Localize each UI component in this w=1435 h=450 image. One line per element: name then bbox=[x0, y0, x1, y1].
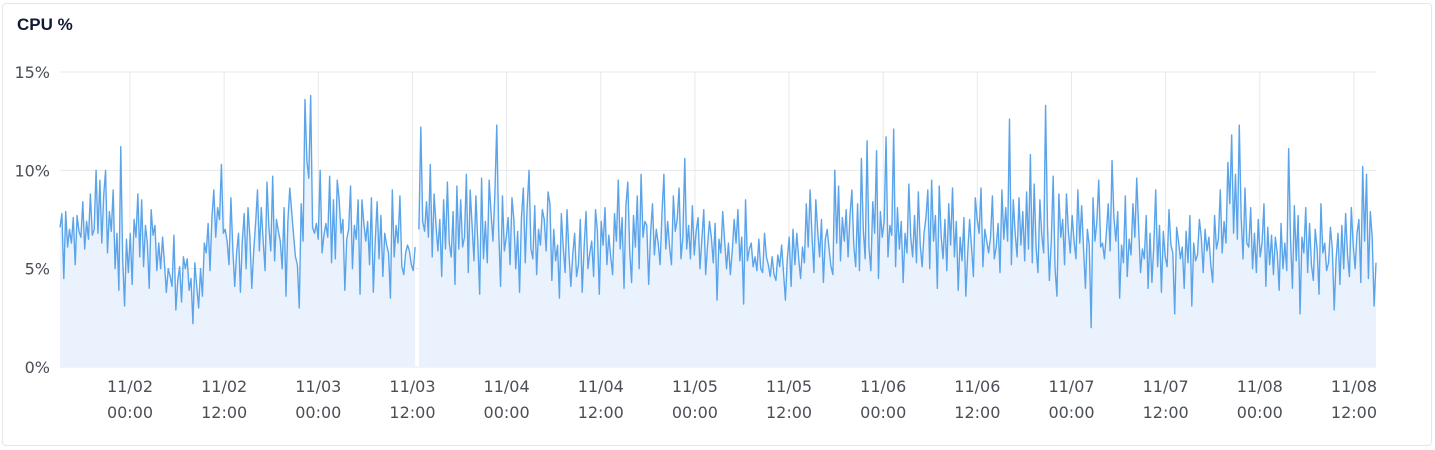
x-tick-time: 12:00 bbox=[954, 403, 1000, 422]
x-tick-date: 11/05 bbox=[766, 377, 812, 396]
x-tick-date: 11/05 bbox=[672, 377, 718, 396]
x-tick-date: 11/02 bbox=[201, 377, 247, 396]
x-tick-time: 12:00 bbox=[766, 403, 812, 422]
x-tick-date: 11/08 bbox=[1237, 377, 1283, 396]
x-tick-time: 00:00 bbox=[1237, 403, 1283, 422]
x-tick-date: 11/06 bbox=[954, 377, 1000, 396]
x-tick-date: 11/03 bbox=[295, 377, 341, 396]
x-tick-time: 00:00 bbox=[860, 403, 906, 422]
x-tick-date: 11/04 bbox=[484, 377, 530, 396]
x-tick-time: 00:00 bbox=[484, 403, 530, 422]
x-tick-time: 00:00 bbox=[295, 403, 341, 422]
x-tick-time: 12:00 bbox=[389, 403, 435, 422]
x-tick-date: 11/03 bbox=[389, 377, 435, 396]
chart-panel bbox=[2, 3, 1432, 446]
line-layer bbox=[59, 94, 1377, 329]
y-axis: 0% 5% 10% 15% bbox=[14, 63, 50, 377]
x-tick-date: 11/02 bbox=[107, 377, 153, 396]
x-tick-time: 12:00 bbox=[578, 403, 624, 422]
y-tick-label: 0% bbox=[25, 358, 50, 377]
cpu-series-line bbox=[59, 94, 416, 325]
y-tick-label: 5% bbox=[25, 260, 50, 279]
x-tick-time: 00:00 bbox=[107, 403, 153, 422]
cpu-area-fill bbox=[418, 105, 1376, 368]
x-tick-date: 11/07 bbox=[1048, 377, 1094, 396]
x-tick-date: 11/08 bbox=[1331, 377, 1377, 396]
panel-title: CPU % bbox=[17, 15, 73, 34]
x-tick-date: 11/04 bbox=[578, 377, 624, 396]
x-tick-time: 00:00 bbox=[672, 403, 718, 422]
x-tick-date: 11/06 bbox=[860, 377, 906, 396]
cpu-series-line bbox=[418, 104, 1377, 329]
y-tick-label: 10% bbox=[14, 161, 50, 180]
x-axis: 11/02 00:00 11/02 12:00 11/03 00:00 11/03 12:00… bbox=[107, 377, 1377, 422]
x-tick-time: 12:00 bbox=[201, 403, 247, 422]
y-tick-label: 15% bbox=[14, 63, 50, 82]
x-tick-time: 12:00 bbox=[1143, 403, 1189, 422]
area-layer bbox=[60, 95, 1376, 368]
x-tick-date: 11/07 bbox=[1143, 377, 1189, 396]
cpu-area-fill bbox=[60, 95, 416, 367]
x-tick-time: 12:00 bbox=[1331, 403, 1377, 422]
x-tick-time: 00:00 bbox=[1048, 403, 1094, 422]
